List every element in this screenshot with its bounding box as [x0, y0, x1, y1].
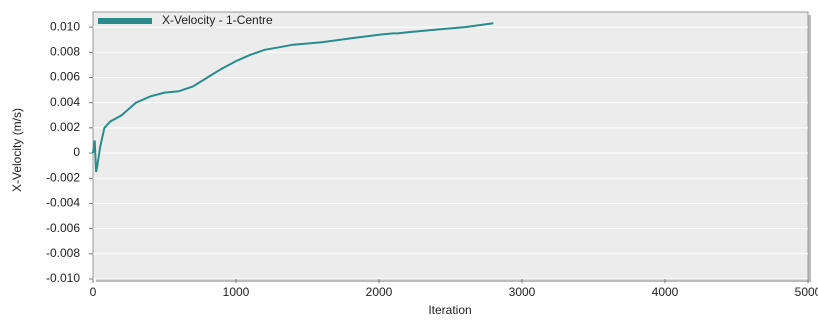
y-tick-label: 0.010	[50, 19, 80, 33]
data-line	[92, 22, 494, 173]
y-tick-label: -0.002	[46, 170, 80, 184]
x-tick-label: 3000	[509, 285, 536, 299]
y-tick-label: 0	[73, 145, 80, 159]
legend-swatch	[98, 18, 152, 24]
y-tick-label: -0.010	[46, 271, 80, 285]
plot-area	[92, 11, 809, 280]
y-axis-label: X-Velocity (m/s)	[10, 108, 24, 192]
y-tick-label: -0.004	[46, 196, 80, 210]
x-tick-label: 0	[90, 285, 97, 299]
legend-label: X-Velocity - 1-Centre	[162, 13, 273, 27]
y-tick-label: 0.004	[50, 95, 80, 109]
x-axis-label: Iteration	[428, 303, 471, 317]
x-tick-label: 5000	[795, 285, 818, 299]
y-tick-label: -0.008	[46, 246, 80, 260]
y-tick-label: -0.006	[46, 221, 80, 235]
x-tick-label: 4000	[652, 285, 679, 299]
x-tick-label: 2000	[366, 285, 393, 299]
y-tick-label: 0.006	[50, 70, 80, 84]
x-tick-label: 1000	[223, 285, 250, 299]
y-tick-label: 0.008	[50, 44, 80, 58]
y-tick-label: 0.002	[50, 120, 80, 134]
